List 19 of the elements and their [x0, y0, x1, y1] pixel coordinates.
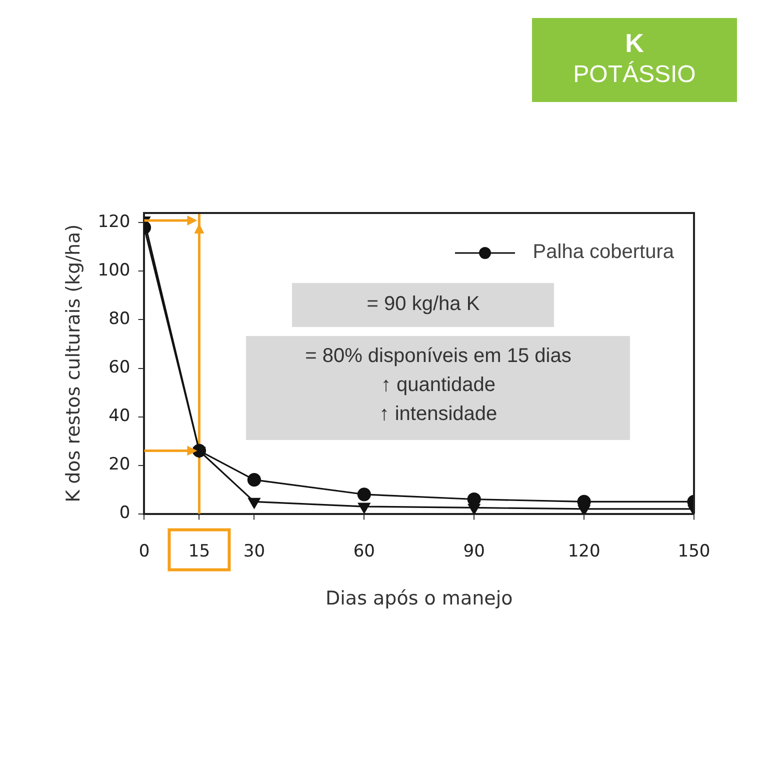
x-tick-label: 60: [353, 541, 375, 562]
legend-label: Palha cobertura: [532, 241, 674, 264]
y-tick-label: 40: [108, 406, 130, 426]
x-tick-label: 30: [243, 541, 266, 562]
chart-subtitle: POTÁSSIO: [572, 61, 697, 89]
y-tick-label: 20: [108, 454, 130, 475]
y-tick-label: 60: [108, 358, 130, 378]
y-axis-title: K dos restos culturais (kg/ha): [62, 224, 84, 502]
x-tick-label: 0: [138, 541, 150, 562]
y-tick-label: 100: [98, 260, 130, 281]
chart-title: K: [624, 28, 645, 59]
x-tick-label: 15: [188, 541, 210, 562]
y-tick-label: 80: [108, 309, 130, 330]
y-tick-label: 0: [119, 503, 130, 524]
x-tick-label: 120: [568, 541, 600, 562]
y-tick-label: 120: [98, 212, 130, 232]
x-axis-title: Dias após o manejo: [326, 588, 513, 610]
x-tick-label: 90: [463, 541, 485, 562]
x-tick-label: 150: [678, 541, 710, 562]
